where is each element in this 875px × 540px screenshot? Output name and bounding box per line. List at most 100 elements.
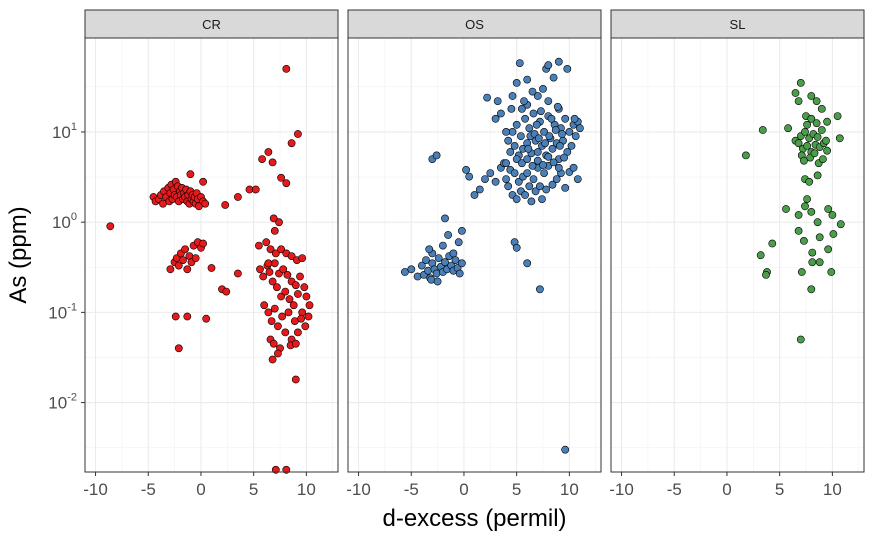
- data-point: [540, 127, 548, 136]
- data-point: [803, 195, 811, 203]
- data-point: [270, 304, 279, 313]
- data-point: [289, 301, 298, 310]
- panel-border: [84, 37, 339, 473]
- data-point: [558, 130, 566, 138]
- data-point: [298, 308, 307, 317]
- data-point: [508, 92, 517, 100]
- data-point: [829, 230, 838, 238]
- data-point: [491, 114, 500, 123]
- x-tick-label: 5: [512, 480, 521, 499]
- data-point: [536, 285, 544, 294]
- facet-panel-sl: SL -10 -5 0 5 10: [609, 9, 865, 499]
- x-tick-label: 0: [459, 480, 468, 499]
- data-point: [441, 214, 449, 223]
- x-tick-label: 5: [775, 480, 784, 499]
- data-point: [301, 322, 310, 331]
- data-point: [810, 149, 819, 158]
- data-point: [518, 159, 526, 168]
- data-point: [813, 218, 822, 227]
- data-point: [417, 261, 426, 270]
- data-point: [457, 259, 466, 268]
- data-point: [300, 283, 309, 292]
- data-point: [512, 79, 521, 87]
- data-point: [222, 287, 231, 296]
- data-point: [273, 349, 282, 358]
- data-point: [266, 245, 275, 254]
- data-point: [803, 120, 811, 129]
- data-point: [539, 161, 547, 169]
- data-point: [560, 153, 568, 162]
- data-point: [570, 114, 579, 123]
- data-point: [504, 182, 513, 191]
- data-point: [305, 301, 314, 310]
- data-point: [512, 243, 521, 252]
- data-point: [561, 114, 570, 123]
- data-point: [551, 126, 560, 134]
- data-point: [523, 155, 532, 163]
- data-point: [547, 114, 556, 123]
- y-tick-label: 10-2: [48, 392, 77, 413]
- data-point: [285, 295, 294, 304]
- data-point: [803, 141, 811, 150]
- data-point: [174, 261, 183, 270]
- data-point: [470, 191, 479, 199]
- data-point: [199, 239, 207, 248]
- data-point: [541, 139, 549, 148]
- data-point: [565, 127, 574, 136]
- data-point: [282, 65, 291, 73]
- data-point: [813, 133, 822, 141]
- points-sl: [742, 79, 845, 344]
- data-point: [812, 119, 821, 128]
- data-point: [260, 301, 269, 310]
- data-point: [264, 148, 273, 156]
- data-point: [432, 151, 441, 160]
- data-point: [424, 266, 432, 275]
- data-point: [544, 97, 553, 105]
- data-point: [265, 268, 274, 276]
- data-point: [454, 238, 463, 247]
- data-point: [549, 158, 558, 167]
- data-point: [807, 114, 816, 123]
- data-point: [823, 146, 831, 155]
- x-tick-label: 5: [249, 480, 258, 499]
- data-point: [304, 312, 313, 321]
- panel-background: [348, 38, 601, 472]
- panel-background: [85, 38, 338, 472]
- data-point: [532, 120, 541, 129]
- data-point: [523, 75, 532, 84]
- data-point: [296, 272, 304, 281]
- data-point: [272, 283, 281, 292]
- x-tick-label: -10: [346, 480, 371, 499]
- data-point: [277, 245, 285, 254]
- data-point: [512, 155, 521, 163]
- data-point: [796, 79, 805, 87]
- data-point: [256, 265, 264, 274]
- data-point: [813, 171, 822, 180]
- facet-strip-label: SL: [730, 17, 746, 32]
- data-point: [514, 177, 523, 186]
- data-point: [507, 105, 516, 113]
- data-point: [554, 163, 563, 172]
- facet-strip: [84, 9, 339, 39]
- data-point: [539, 85, 547, 93]
- data-point: [537, 107, 545, 116]
- data-point: [264, 308, 273, 317]
- data-point: [815, 258, 824, 267]
- data-point: [287, 139, 296, 148]
- data-point: [521, 114, 529, 123]
- data-point: [481, 175, 489, 183]
- data-point: [819, 155, 827, 163]
- data-point: [434, 254, 443, 262]
- data-point: [451, 256, 460, 264]
- data-point: [523, 259, 532, 268]
- data-point: [520, 97, 528, 105]
- data-point: [533, 148, 542, 156]
- data-point: [422, 256, 430, 264]
- data-point: [293, 130, 302, 138]
- x-tick-label: -5: [404, 480, 419, 499]
- facet-strip-label: OS: [465, 17, 484, 32]
- data-point: [191, 254, 200, 262]
- x-tick-label: 0: [722, 480, 731, 499]
- data-point: [475, 185, 484, 194]
